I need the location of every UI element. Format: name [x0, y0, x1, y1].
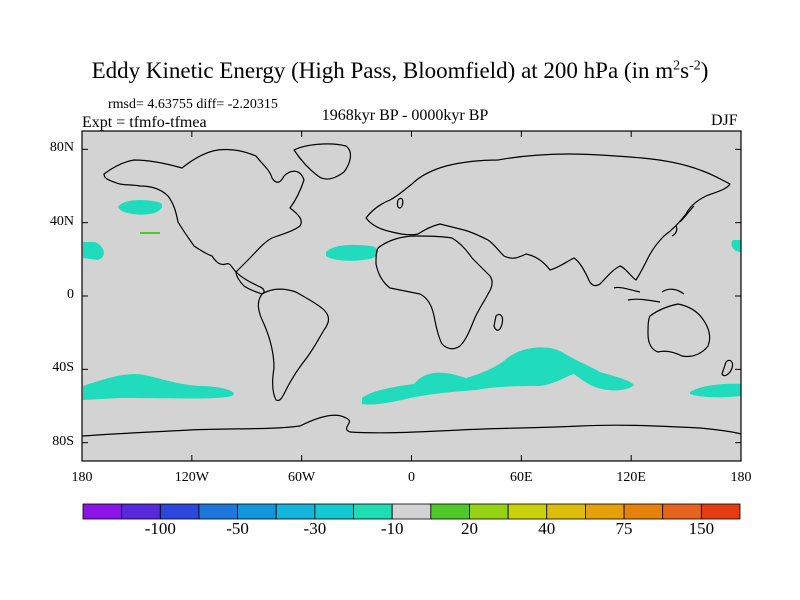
- coastline-british-isles: [396, 197, 404, 209]
- x-tick-label: 120W: [174, 470, 209, 485]
- coastline-madagascar: [493, 313, 504, 331]
- map-tick-marks: [81, 131, 742, 461]
- colorbar-swatch: [430, 503, 470, 520]
- x-tick-label: 120E: [616, 470, 646, 485]
- colorbar-swatch: [662, 503, 702, 520]
- colorbar-swatch: [700, 503, 741, 520]
- colorbar-swatch: [623, 503, 664, 520]
- y-tick-label: 0: [67, 287, 74, 302]
- anomaly-region-north-pacific: [118, 199, 163, 215]
- experiment-label: Expt = tfmfo-tfmea: [82, 114, 207, 131]
- colorbar-swatch: [391, 503, 432, 520]
- colorbar-swatch: [507, 503, 548, 520]
- colorbar-label: 40: [538, 519, 556, 538]
- coastline-japan: [671, 205, 695, 237]
- x-tick-label: 60E: [510, 470, 533, 485]
- colorbar-swatch: [121, 503, 161, 520]
- map-background: [82, 131, 741, 461]
- x-tick-label: 0: [408, 470, 415, 485]
- colorbar-label: -50: [226, 519, 249, 538]
- map-panel: [81, 130, 742, 462]
- y-tick-label: 40S: [52, 360, 74, 376]
- x-tick-label: 60W: [288, 470, 316, 485]
- anomaly-region-southern-ocean: [362, 347, 634, 405]
- colorbar-swatch: [198, 503, 238, 520]
- colorbar-label: -30: [303, 519, 327, 538]
- rmsd-diff-text: rmsd= 4.63755 diff= -2.20315: [108, 97, 278, 112]
- colorbar-label: -10: [380, 519, 404, 538]
- colorbar-swatch: [546, 503, 586, 520]
- y-tick-label: 40N: [49, 213, 74, 229]
- colorbar-label: 75: [615, 519, 633, 538]
- anomaly-region-tasman-edge: [690, 383, 741, 398]
- anomaly-region-north-atlantic: [326, 244, 378, 261]
- anomaly-region-east-pacific-edge: [731, 240, 741, 252]
- anomaly-region-south-pacific: [83, 374, 234, 400]
- colorbar-swatch: [314, 503, 354, 520]
- anomaly-region-west-pacific-edge: [83, 242, 104, 260]
- colorbar-label: 150: [688, 519, 715, 538]
- colorbar-swatch: [353, 503, 393, 520]
- coastline-australia: [647, 303, 711, 358]
- coastline-greenland: [293, 143, 352, 180]
- coastline-africa: [375, 235, 493, 350]
- colorbar-swatch: [469, 503, 509, 520]
- coastlines: [81, 143, 742, 437]
- y-tick-label: 80S: [52, 433, 74, 449]
- x-tick-label: 180: [730, 470, 752, 485]
- coastline-new-zealand: [721, 359, 734, 377]
- coastline-indonesia: [613, 286, 685, 303]
- colorbar: [82, 503, 741, 520]
- colorbar-swatch: [159, 503, 200, 520]
- coastline-south-america: [257, 288, 330, 402]
- y-tick-label: 80N: [49, 140, 74, 156]
- x-tick-label: 180: [71, 470, 93, 485]
- anomaly-fills: [83, 199, 741, 405]
- colorbar-label: -100: [144, 519, 176, 538]
- period-label: 1968kyr BP - 0000kyr BP: [321, 107, 489, 124]
- colorbar-label: 20: [460, 519, 478, 538]
- colorbar-swatch: [237, 503, 277, 520]
- colorbar-swatch: [82, 503, 123, 520]
- coastline-antarctica: [81, 414, 742, 437]
- coastline-north-america: [103, 148, 305, 273]
- coastline-eurasia: [365, 153, 731, 287]
- colorbar-swatch: [585, 503, 625, 520]
- positive-fills: [140, 232, 160, 234]
- season-label: DJF: [711, 112, 738, 129]
- map-title: Eddy Kinetic Energy (High Pass, Bloomfie…: [91, 58, 709, 83]
- positive-region-small: [140, 232, 160, 234]
- colorbar-swatch: [275, 503, 316, 520]
